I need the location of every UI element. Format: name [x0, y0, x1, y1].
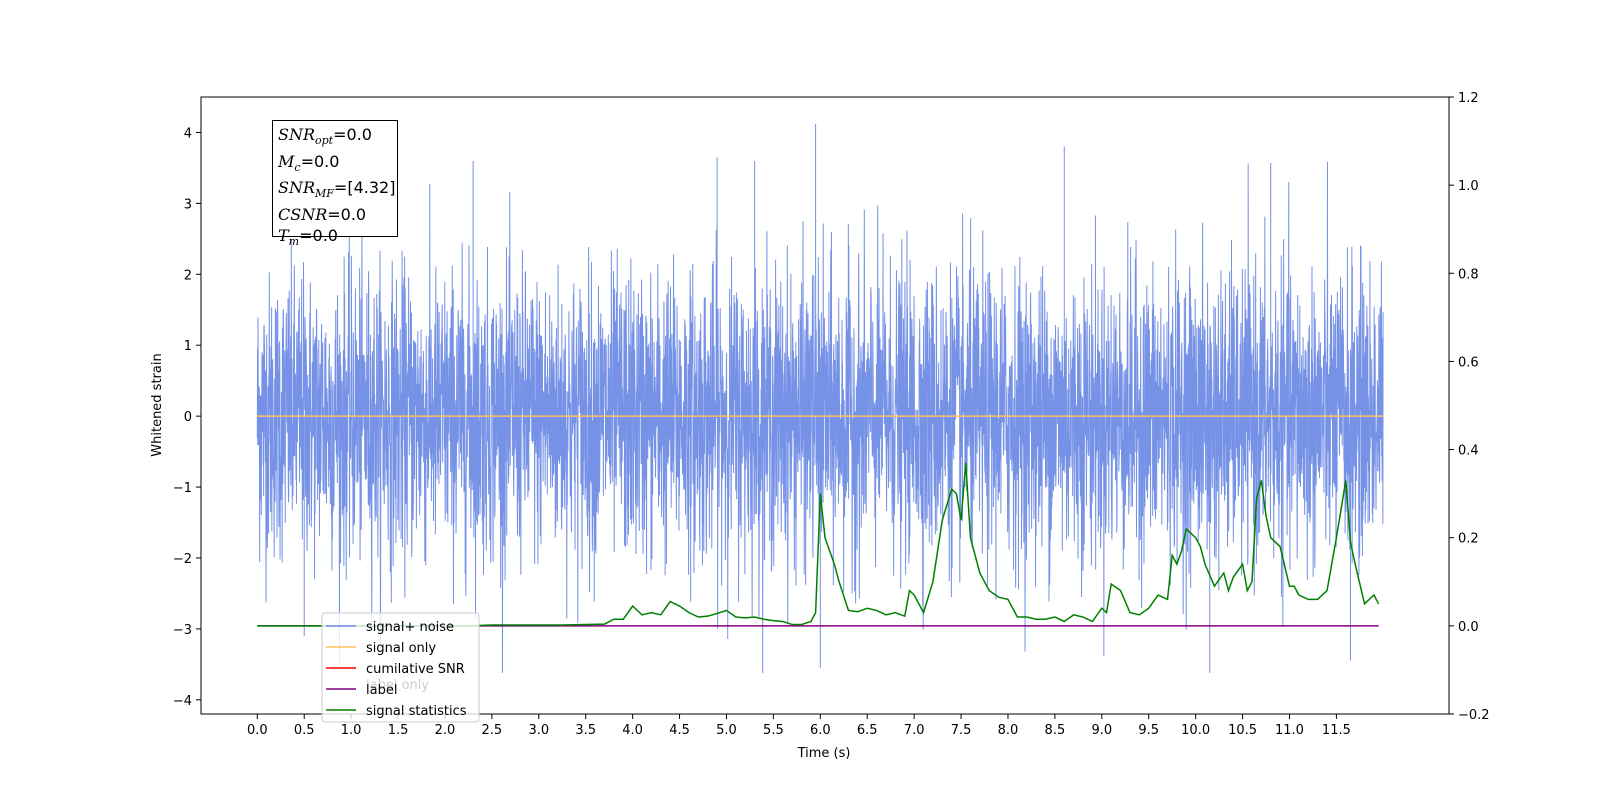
legend-label: signal+ noise	[366, 620, 454, 635]
x-tick-label: 6.5	[857, 723, 878, 738]
x-tick-label: 9.5	[1138, 723, 1159, 738]
data-layer	[256, 123, 1384, 673]
x-tick-label: 10.5	[1228, 723, 1257, 738]
x-tick-label: 5.5	[763, 723, 784, 738]
stats-box: SNRopt=0.0 Mc=0.0 SNRMF=[4.32] CSNR=0.0 …	[272, 120, 398, 248]
legend-hidden-text: label only	[366, 678, 429, 693]
x-tick-label: 5.0	[716, 723, 737, 738]
legend-label: cumilative SNR	[366, 662, 465, 677]
mc-value: =0.0	[300, 151, 340, 171]
y2-tick-label: −0.2	[1458, 708, 1490, 723]
tm-subscript: m	[288, 234, 300, 248]
x-tick-label: 1.0	[341, 723, 362, 738]
y2-tick-label: 0.0	[1458, 620, 1479, 635]
x-tick-label: 11.0	[1275, 723, 1304, 738]
x-tick-label: 7.5	[951, 723, 972, 738]
x-tick-label: 11.5	[1322, 723, 1351, 738]
y-tick-label: 2	[184, 268, 192, 283]
x-tick-label: 4.0	[622, 723, 643, 738]
snr-opt-symbol: SNR	[278, 125, 316, 144]
mc-subscript: c	[294, 160, 301, 174]
csnr-row: CSNR=0.0	[278, 205, 397, 226]
tm-symbol: T	[278, 225, 289, 245]
tm-row: Tm=0.0	[278, 226, 397, 253]
x-tick-label: 0.0	[247, 723, 268, 738]
y-tick-label: 3	[184, 197, 192, 212]
x-tick-label: 8.0	[998, 723, 1019, 738]
axes-layer: 0.0 0.5 1.0 1.5 2.0 2.5 3.0 3.5 4.0 4.5 5.0 5.5 6.0 6…	[173, 91, 1490, 738]
csnr-value: =0.0	[327, 205, 367, 225]
plot-frame	[200, 96, 1450, 715]
x-tick-label: 6.0	[810, 723, 831, 738]
legend-label: signal only	[366, 641, 436, 656]
x-tick-label: 7.0	[904, 723, 925, 738]
y2-tick-label: 0.2	[1458, 532, 1479, 547]
legend-label: label	[366, 683, 397, 698]
y-tick-label: −2	[173, 552, 192, 567]
y-tick-label: 0	[184, 410, 192, 425]
series-signal-statistics-line	[257, 462, 1380, 627]
x-tick-label: 2.5	[482, 723, 503, 738]
snr-mf-row: SNRMF=[4.32]	[278, 178, 397, 205]
y2-tick-label: 0.6	[1458, 355, 1479, 370]
series-signal-noise-line	[256, 123, 1384, 673]
snr-opt-value: =0.0	[333, 125, 372, 144]
y2-tick-label: 0.8	[1458, 267, 1479, 282]
csnr-symbol: CSNR	[278, 205, 328, 225]
legend-label: signal statistics	[366, 704, 467, 719]
y2-tick-label: 1.0	[1458, 179, 1479, 194]
snr-mf-subscript: MF	[315, 187, 334, 201]
legend: label only signal+ noise signal only cumila…	[321, 612, 480, 723]
snr-mf-value: =[4.32]	[333, 178, 396, 198]
y2-tick-label: 1.2	[1458, 91, 1479, 106]
y-tick-label: 1	[184, 339, 192, 354]
mc-row: Mc=0.0	[278, 152, 397, 179]
y2-tick-label: 0.4	[1458, 444, 1479, 459]
x-tick-label: 3.0	[528, 723, 549, 738]
x-tick-label: 10.0	[1181, 723, 1210, 738]
snr-opt-subscript: opt	[315, 134, 334, 148]
y-axis-label: Whitened strain	[150, 353, 165, 456]
mc-symbol: M	[278, 151, 295, 171]
snr-opt-row: SNRopt=0.0	[278, 125, 397, 152]
x-axis-label: Time (s)	[797, 746, 851, 761]
x-tick-label: 8.5	[1045, 723, 1066, 738]
legend-frame	[321, 612, 480, 723]
x-tick-label: 9.0	[1091, 723, 1112, 738]
x-tick-label: 1.5	[388, 723, 409, 738]
y-tick-label: −3	[173, 623, 192, 638]
y-tick-label: −4	[173, 694, 192, 709]
x-tick-label: 3.5	[575, 723, 596, 738]
y-tick-label: 4	[184, 126, 192, 141]
tm-value: =0.0	[299, 225, 338, 245]
x-tick-label: 2.0	[435, 723, 456, 738]
x-tick-label: 0.5	[294, 723, 315, 738]
y-tick-label: −1	[173, 481, 192, 496]
x-tick-label: 4.5	[669, 723, 690, 738]
snr-mf-symbol: SNR	[278, 178, 316, 198]
